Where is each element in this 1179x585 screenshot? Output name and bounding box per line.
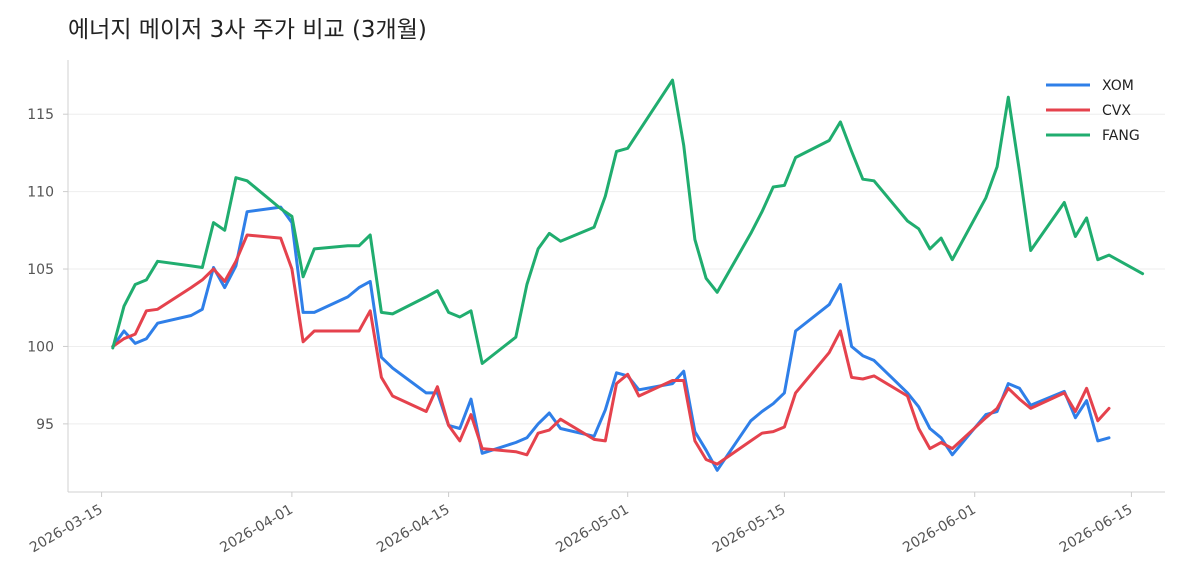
y-tick-label: 105 [27,262,54,278]
gridlines [68,113,1165,425]
x-tick-label: 2026-06-01 [900,502,978,557]
legend-label-xom: XOM [1102,78,1134,94]
x-tick-label: 2026-05-15 [710,502,788,557]
legend: XOM CVX FANG [1046,78,1140,144]
legend-label-cvx: CVX [1102,103,1131,119]
series-line-cvx [111,233,1111,466]
x-tick-label: 2026-05-01 [553,502,631,557]
x-tick-label: 2026-04-15 [374,502,452,557]
x-tick-label: 2026-04-01 [217,502,295,557]
axes: 95 100 105 110 115 2026-03-15 2026-04-01 2026-0… [27,60,1165,556]
x-tick-label: 2026-03-15 [27,502,105,557]
legend-label-fang: FANG [1102,128,1140,144]
y-tick-label: 110 [27,185,54,201]
y-tick-label: 100 [27,339,54,355]
series-line-xom [111,205,1111,472]
y-tick-label: 95 [36,417,54,433]
chart-title: 에너지 메이저 3사 주가 비교 (3개월) [68,17,427,43]
series-lines [111,78,1145,472]
x-tick-label: 2026-06-15 [1057,502,1135,557]
series-line-fang [111,78,1145,365]
y-tick-label: 115 [27,107,54,123]
